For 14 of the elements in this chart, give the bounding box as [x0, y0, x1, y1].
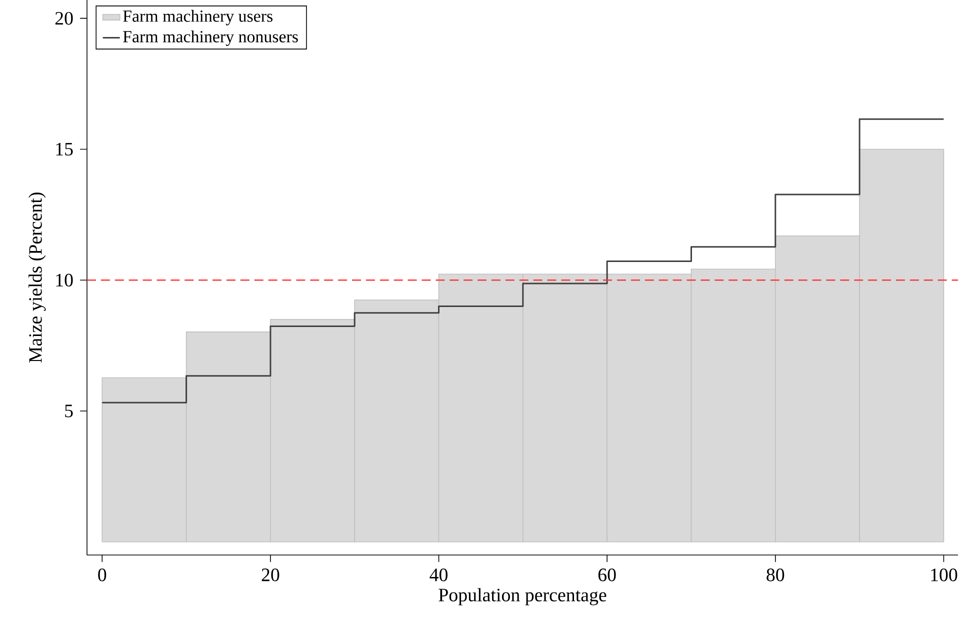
y-tick-label: 5	[65, 404, 73, 418]
x-tick-label: 100	[931, 568, 958, 582]
legend-label: Farm machinery nonusers	[123, 30, 298, 46]
x-tick-label: 60	[598, 568, 616, 582]
x-tick-label: 0	[98, 568, 106, 582]
y-axis-title: Maize yields (Percent)	[28, 192, 46, 363]
x-tick-label: 20	[262, 568, 280, 582]
y-tick-label: 10	[56, 274, 73, 287]
x-tick-label: 40	[430, 568, 448, 582]
x-axis-title: Population percentage	[438, 588, 606, 606]
legend-label: Farm machinery users	[123, 10, 272, 26]
y-tick-label: 15	[56, 142, 73, 156]
y-tick-label: 20	[55, 12, 73, 25]
x-tick-label: 80	[766, 568, 784, 582]
